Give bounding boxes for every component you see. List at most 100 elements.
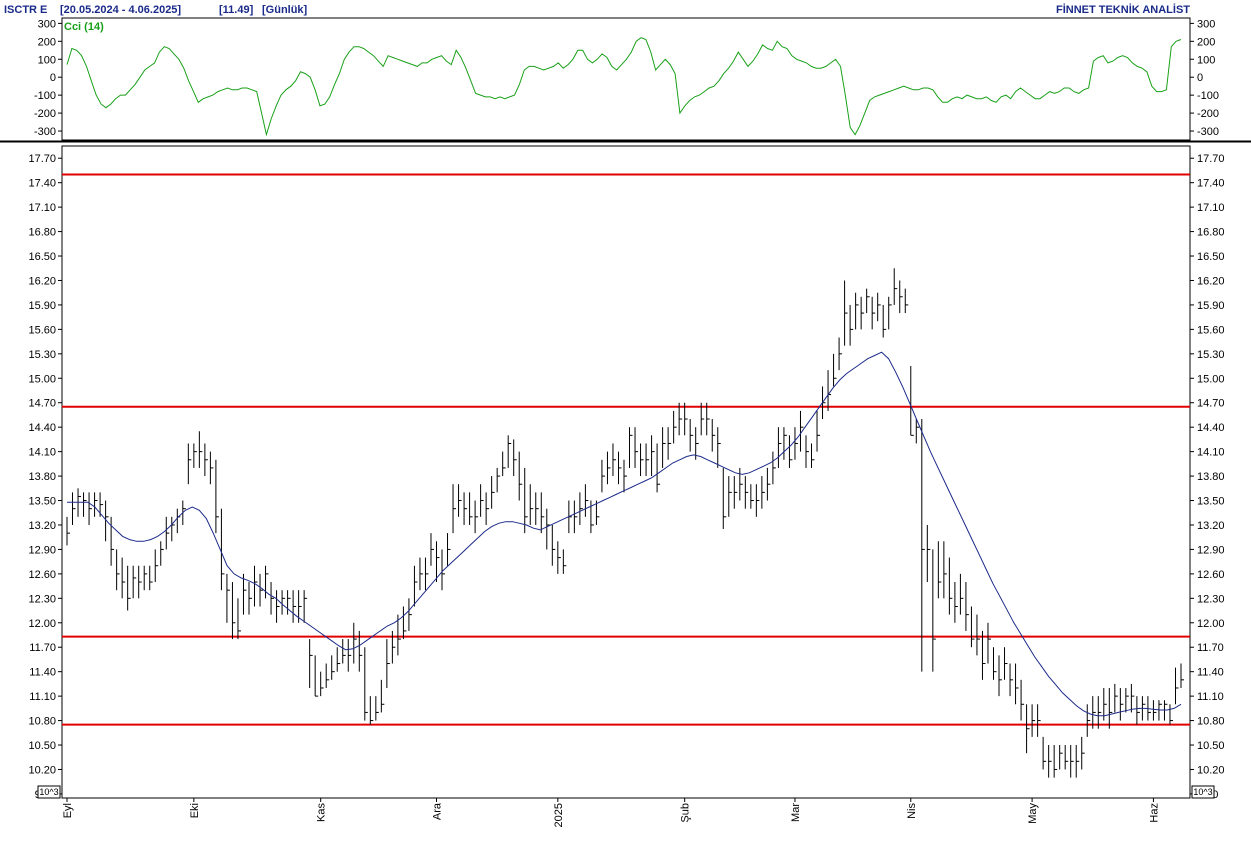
price-bar xyxy=(1169,704,1173,725)
price-bar xyxy=(606,451,611,485)
price-bar xyxy=(204,443,208,477)
price-bar xyxy=(336,647,341,672)
price-bar xyxy=(794,427,798,460)
price-tick-label-left: 10.20 xyxy=(28,764,56,776)
header-last: [11.49] xyxy=(219,4,254,16)
price-bar xyxy=(926,524,931,583)
price-bar xyxy=(1042,736,1047,770)
price-bar xyxy=(987,622,991,664)
price-bar xyxy=(507,435,512,468)
price-bar xyxy=(143,565,148,591)
price-bar xyxy=(215,459,219,534)
price-bar xyxy=(231,582,236,640)
indicator-label: Cci (14) xyxy=(64,21,104,33)
x-tick-label: Kas xyxy=(316,803,328,822)
price-bar xyxy=(755,484,760,517)
price-bar xyxy=(237,598,241,640)
price-bar xyxy=(595,500,600,525)
price-tick-label-left: 14.70 xyxy=(28,398,56,410)
cci-tick-label-right: 0 xyxy=(1197,72,1203,84)
price-bar xyxy=(860,296,865,330)
price-bar xyxy=(447,533,451,566)
price-bar xyxy=(138,565,142,599)
price-bar xyxy=(761,476,765,509)
price-tick-label-right: 10.50 xyxy=(1197,740,1225,752)
price-bar xyxy=(777,427,782,468)
price-bar xyxy=(645,443,650,477)
cci-tick-label-right: 100 xyxy=(1197,54,1215,66)
price-bar xyxy=(695,427,699,460)
cci-tick-label-right: -200 xyxy=(1197,108,1219,120)
price-bar xyxy=(160,541,164,566)
price-bar xyxy=(1026,704,1030,754)
price-bar xyxy=(899,280,903,314)
price-tick-label-left: 12.60 xyxy=(28,569,56,581)
price-bar xyxy=(435,541,440,583)
price-bar xyxy=(772,451,776,485)
price-bar xyxy=(242,573,247,615)
price-tick-label-left: 13.80 xyxy=(28,471,56,483)
price-bar xyxy=(640,443,644,477)
price-bar xyxy=(1180,663,1184,688)
cci-tick-label-right: 200 xyxy=(1197,36,1215,48)
price-bar xyxy=(970,606,975,648)
price-tick-label-right: 13.20 xyxy=(1197,520,1225,532)
cci-tick-label-left: 100 xyxy=(38,54,56,66)
moving-average-line xyxy=(67,351,1182,717)
price-bar xyxy=(66,516,70,546)
price-bar xyxy=(220,508,225,591)
price-bar xyxy=(94,492,98,517)
price-bar xyxy=(474,500,479,534)
price-tick-label-left: 15.00 xyxy=(28,373,56,385)
price-bar xyxy=(882,304,887,338)
price-bar xyxy=(601,459,605,493)
price-tick-label-right: 12.00 xyxy=(1197,618,1225,630)
price-bar xyxy=(976,614,980,656)
price-bar xyxy=(1152,700,1157,721)
price-tick-label-left: 12.00 xyxy=(28,618,56,630)
price-bar xyxy=(187,443,192,485)
price-tick-label-right: 17.70 xyxy=(1197,153,1225,165)
price-bar xyxy=(458,484,462,517)
price-tick-label-right: 16.50 xyxy=(1197,251,1225,263)
price-tick-label-right: 16.20 xyxy=(1197,275,1225,287)
price-bar xyxy=(722,467,727,530)
price-bar xyxy=(72,492,76,525)
price-bar xyxy=(358,630,363,672)
price-bar xyxy=(1053,745,1058,778)
price-bar xyxy=(408,598,412,631)
price-bar xyxy=(121,557,126,599)
price-bar xyxy=(110,516,115,566)
x-tick-label: Eyl xyxy=(62,803,74,818)
price-tick-label-left: 12.90 xyxy=(28,544,56,556)
price-bar xyxy=(287,590,291,615)
price-bar xyxy=(1020,679,1025,721)
price-bar xyxy=(314,655,319,697)
price-tick-label-left: 14.40 xyxy=(28,422,56,434)
price-tick-label-left: 11.70 xyxy=(29,642,56,654)
price-bar xyxy=(937,541,942,599)
price-bar xyxy=(209,451,214,485)
price-bar xyxy=(270,582,275,615)
price-bar xyxy=(176,508,181,534)
price-bar xyxy=(535,492,539,525)
cci-series-line xyxy=(66,37,1182,137)
price-bar xyxy=(866,288,870,314)
price-tick-label-right: 11.40 xyxy=(1197,667,1224,679)
price-bar xyxy=(877,292,881,322)
cci-tick-label-right: -100 xyxy=(1197,90,1219,102)
price-bar xyxy=(573,500,578,534)
price-tick-label-right: 15.60 xyxy=(1197,324,1225,336)
price-bar xyxy=(717,427,721,468)
price-bar xyxy=(502,451,506,477)
price-bar xyxy=(1070,745,1074,778)
price-bar xyxy=(419,557,423,591)
price-tick-label-right: 13.50 xyxy=(1197,496,1225,508)
price-tick-label-right: 15.90 xyxy=(1197,300,1225,312)
price-bar xyxy=(441,549,446,591)
price-bar xyxy=(347,639,352,672)
price-bar xyxy=(706,402,710,436)
price-bar xyxy=(888,296,892,330)
price-tick-label-left: 16.50 xyxy=(28,251,56,263)
